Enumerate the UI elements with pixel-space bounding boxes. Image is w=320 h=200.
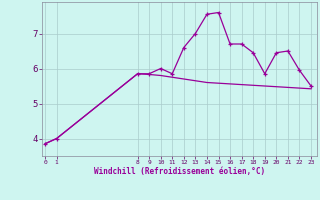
X-axis label: Windchill (Refroidissement éolien,°C): Windchill (Refroidissement éolien,°C) xyxy=(94,167,265,176)
